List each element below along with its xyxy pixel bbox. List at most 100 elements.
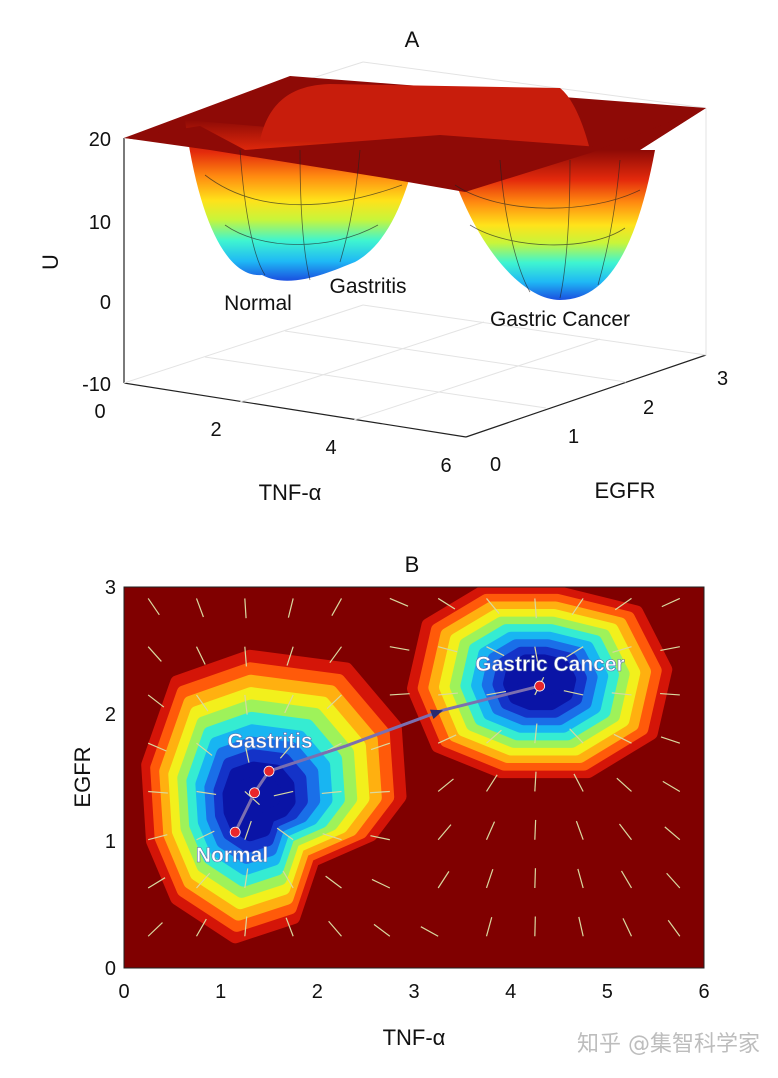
gradient-arrow	[284, 694, 294, 714]
gradient-arrow	[195, 598, 204, 618]
z-tick: 10	[89, 212, 111, 234]
gradient-arrow	[244, 646, 248, 667]
y-tick: 0	[105, 958, 116, 980]
gradient-arrow	[485, 869, 494, 889]
gradient-arrow	[622, 918, 633, 937]
x-tick: 4	[325, 437, 336, 459]
x-tick: 0	[94, 401, 105, 423]
gradient-arrow	[660, 692, 680, 696]
panel-a-back-wall	[260, 84, 590, 150]
gradient-arrow	[244, 868, 249, 889]
gradient-arrow	[438, 646, 458, 653]
panel-a-plateau-front	[124, 108, 706, 192]
panel-a-y-ticks: 0 1 2 3	[490, 368, 728, 476]
gradient-arrow	[578, 916, 584, 937]
z-tick: -10	[82, 374, 111, 396]
gradient-arrow	[534, 771, 537, 792]
panel-b-heatmap: B 0 1 2 3 4 5 6 0 1 2 3 TNF-α EGFR Normal Gastrit…	[70, 552, 710, 1050]
gradient-arrow	[321, 790, 342, 795]
state-point	[229, 826, 241, 838]
gradient-arrow	[147, 742, 167, 752]
gradient-arrow	[485, 821, 496, 840]
gradient-arrow	[147, 922, 163, 937]
gradient-arrow	[660, 646, 680, 652]
gradient-arrow	[534, 819, 537, 840]
gradient-arrow	[612, 646, 632, 653]
panel-a-basin-label: Normal	[224, 292, 292, 315]
gradient-arrow	[326, 694, 342, 709]
y-tick: 1	[105, 831, 116, 853]
gradient-arrow	[485, 774, 498, 792]
gradient-arrow	[389, 597, 409, 607]
panel-b-y-ticks: 0 1 2 3	[105, 577, 116, 980]
gradient-arrow	[328, 920, 342, 937]
gradient-arrow	[667, 919, 681, 937]
gradient-arrow	[147, 694, 165, 708]
gradient-arrow	[437, 734, 457, 744]
gradient-arrow	[196, 742, 213, 756]
gradient-arrow	[534, 723, 538, 744]
gradient-arrow	[371, 878, 391, 889]
panel-b-y-label: EGFR	[70, 746, 95, 807]
panel-a-x-ticks: 0 2 4 6	[94, 401, 451, 477]
panel-a-basin-label: Gastritis	[329, 275, 406, 298]
panel-b-basin-label: Gastric Cancer	[475, 653, 624, 676]
gradient-arrow	[244, 820, 252, 840]
gradient-arrow	[571, 598, 584, 616]
x-tick: 6	[440, 455, 451, 477]
gradient-arrow	[486, 729, 502, 744]
gradient-arrow	[616, 777, 632, 792]
gradient-arrow	[244, 694, 248, 715]
y-tick: 0	[490, 454, 501, 476]
panel-b-x-label: TNF-α	[383, 1025, 446, 1050]
gradient-arrow	[148, 790, 168, 794]
gradient-arrow	[389, 693, 410, 696]
gradient-arrow	[196, 694, 209, 712]
gradient-arrow	[569, 728, 584, 744]
panel-a-z-ticks: 20 10 0 -10	[82, 129, 111, 396]
panel-a-well-right	[445, 150, 655, 300]
gradient-arrow	[196, 872, 211, 889]
panel-a-x-label: TNF-α	[259, 480, 322, 505]
state-point	[263, 765, 275, 777]
gradient-arrow	[373, 923, 391, 937]
x-tick: 2	[210, 419, 221, 441]
gradient-arrow	[613, 733, 632, 744]
gradient-arrow	[437, 871, 450, 889]
x-tick: 5	[602, 981, 613, 1003]
x-tick: 3	[408, 981, 419, 1003]
x-tick: 6	[698, 981, 709, 1003]
gradient-arrow	[575, 820, 584, 840]
gradient-arrow	[370, 835, 390, 841]
gradient-arrow	[282, 870, 294, 889]
x-tick: 1	[215, 981, 226, 1003]
panel-b-basin-labels: Normal Gastritis Gastric Cancer	[196, 653, 625, 868]
transition-path	[233, 684, 541, 833]
gradient-arrow	[662, 780, 681, 792]
gradient-arrow	[325, 875, 342, 889]
gradient-arrow	[244, 598, 247, 619]
heatmap-contour-region	[222, 761, 296, 842]
gradient-arrow	[196, 830, 215, 841]
gradient-arrow	[244, 743, 250, 763]
gradient-arrow	[286, 646, 294, 666]
gradient-arrow	[273, 790, 294, 797]
panel-a-z-label: U	[38, 254, 63, 270]
z-tick: 20	[89, 129, 111, 151]
y-tick: 2	[643, 397, 654, 419]
gradient-arrow	[437, 597, 456, 610]
y-tick: 1	[568, 426, 579, 448]
panel-a-grid	[123, 61, 707, 421]
gradient-arrow	[661, 597, 681, 608]
gradient-arrow	[618, 823, 632, 841]
gradient-arrow	[577, 868, 584, 889]
gradient-arrow	[486, 646, 505, 657]
gradient-arrow	[614, 597, 632, 611]
gradient-arrow	[331, 598, 343, 617]
x-tick: 2	[312, 981, 323, 1003]
panel-a-surface-plot: A	[38, 27, 728, 505]
y-tick: 3	[105, 577, 116, 599]
gradient-arrow	[370, 790, 390, 794]
gradient-arrow	[195, 918, 207, 937]
panel-b-x-ticks: 0 1 2 3 4 5 6	[118, 981, 709, 1003]
